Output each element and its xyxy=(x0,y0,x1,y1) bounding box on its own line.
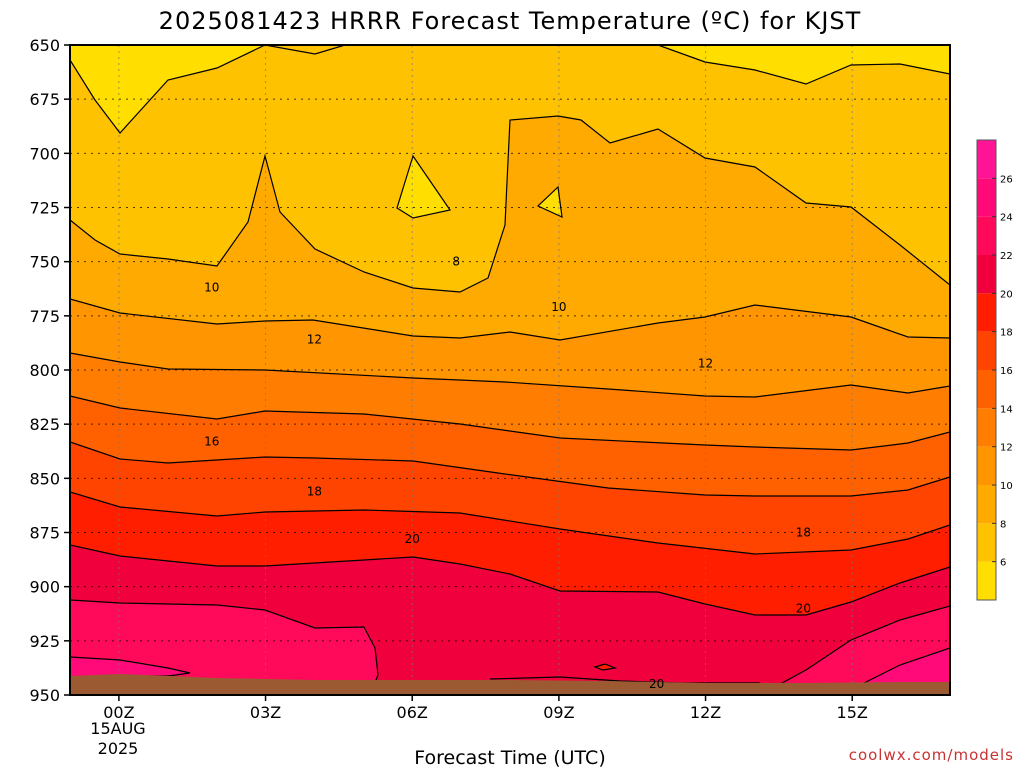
y-tick-label: 825 xyxy=(29,415,60,434)
temperature-bands xyxy=(70,45,950,695)
contour-label: 20 xyxy=(649,677,664,691)
band-4-6 xyxy=(70,45,950,84)
x-tick-label: 15Z xyxy=(837,703,868,722)
colorbar-tick-label: 20 xyxy=(1000,289,1013,300)
contour-6-pocket-a xyxy=(396,154,451,219)
contour-label: 18 xyxy=(796,526,811,540)
contour-6-right xyxy=(264,45,346,55)
y-tick-label: 875 xyxy=(29,524,60,543)
y-tick-label: 850 xyxy=(29,469,60,488)
band-4-6-pocket-a xyxy=(397,156,450,218)
contour-label: 10 xyxy=(204,281,219,295)
colorbar-swatch xyxy=(977,523,996,562)
x-date-line-2: 2025 xyxy=(98,739,139,758)
colorbar-tick-label: 22 xyxy=(1000,251,1013,262)
contour-labels: 8 10 10 12 12 16 18 18 20 20 20 xyxy=(204,255,811,692)
y-tick-label: 675 xyxy=(29,90,60,109)
site-credit: coolwx.com/models xyxy=(849,746,1014,764)
band-24-26-left xyxy=(70,657,190,679)
colorbar-tick-label: 12 xyxy=(1000,443,1013,454)
colorbar-swatch xyxy=(977,178,996,217)
contour-label: 8 xyxy=(452,255,460,269)
colorbar-tick-label: 18 xyxy=(1000,328,1013,339)
x-axis: 00Z 03Z 06Z 09Z 12Z 15Z xyxy=(103,695,868,722)
y-tick-label: 800 xyxy=(29,361,60,380)
contour-10 xyxy=(70,298,950,341)
colorbar: 6 8 10 12 14 16 18 20 22 24 26 xyxy=(976,139,1013,601)
y-tick-label: 900 xyxy=(29,578,60,597)
y-tick-label: 775 xyxy=(29,307,60,326)
x-tick-label: 09Z xyxy=(543,703,574,722)
colorbar-tick-label: 26 xyxy=(1000,174,1013,185)
y-tick-label: 950 xyxy=(29,686,60,705)
plot-area: 8 10 10 12 12 16 18 18 20 20 20 xyxy=(70,45,950,695)
contour-6-pocket-b xyxy=(536,185,563,218)
x-axis-label: Forecast Time (UTC) xyxy=(414,747,605,768)
colorbar-tick-label: 6 xyxy=(1000,558,1006,569)
terrain-surface xyxy=(70,674,950,695)
colorbar-tick-label: 10 xyxy=(1000,481,1013,492)
colorbar-swatch xyxy=(977,140,996,179)
contour-label: 16 xyxy=(204,435,219,449)
contour-14 xyxy=(70,395,950,451)
x-tick-label: 00Z xyxy=(103,703,134,722)
x-tick-label: 06Z xyxy=(397,703,428,722)
colorbar-tick-label: 24 xyxy=(1000,213,1013,224)
contour-18 xyxy=(70,491,950,555)
contour-16 xyxy=(70,441,950,497)
y-axis: 650 675 700 725 750 775 800 825 850 875 900 925 950 xyxy=(29,36,70,705)
colorbar-swatch xyxy=(977,485,996,524)
colorbar-tick-label: 16 xyxy=(1000,366,1013,377)
contour-6-upper xyxy=(657,45,950,85)
y-tick-label: 650 xyxy=(29,36,60,55)
colorbar-swatch xyxy=(977,370,996,409)
contour-label: 12 xyxy=(307,333,322,347)
colorbar-swatch xyxy=(977,446,996,485)
colorbar-swatch xyxy=(977,293,996,332)
contour-8 xyxy=(70,115,950,293)
terrain-fill xyxy=(70,674,950,695)
y-tick-label: 925 xyxy=(29,632,60,651)
band-6-8 xyxy=(70,45,950,292)
y-tick-label: 700 xyxy=(29,144,60,163)
colorbar-swatch xyxy=(977,331,996,370)
y-tick-label: 750 xyxy=(29,253,60,272)
chart-title: 2025081423 HRRR Forecast Temperature (ºC… xyxy=(159,7,862,35)
band-4-6-pocket-b xyxy=(538,187,562,217)
contour-label: 12 xyxy=(698,357,713,371)
colorbar-swatch xyxy=(977,408,996,447)
contour-22-right xyxy=(759,605,950,695)
contour-label: 18 xyxy=(307,484,322,498)
contour-label: 10 xyxy=(551,300,566,314)
y-tick-label: 725 xyxy=(29,199,60,218)
contour-6-top xyxy=(70,45,266,134)
contour-22-left xyxy=(70,599,379,695)
colorbar-tick-label: 14 xyxy=(1000,404,1013,415)
colorbar-swatch xyxy=(977,216,996,255)
x-date-line-1: 15AUG xyxy=(90,719,145,738)
colorbar-swatch xyxy=(977,255,996,294)
colorbar-swatch xyxy=(977,561,996,600)
contour-label: 20 xyxy=(405,532,420,546)
contour-20-pocket xyxy=(593,663,618,671)
contour-lines xyxy=(70,45,950,695)
colorbar-tick-label: 8 xyxy=(1000,519,1006,530)
contour-label: 20 xyxy=(796,601,811,615)
x-tick-label: 12Z xyxy=(690,703,721,722)
contour-20 xyxy=(70,544,950,616)
x-tick-label: 03Z xyxy=(250,703,281,722)
contour-12 xyxy=(70,352,950,398)
